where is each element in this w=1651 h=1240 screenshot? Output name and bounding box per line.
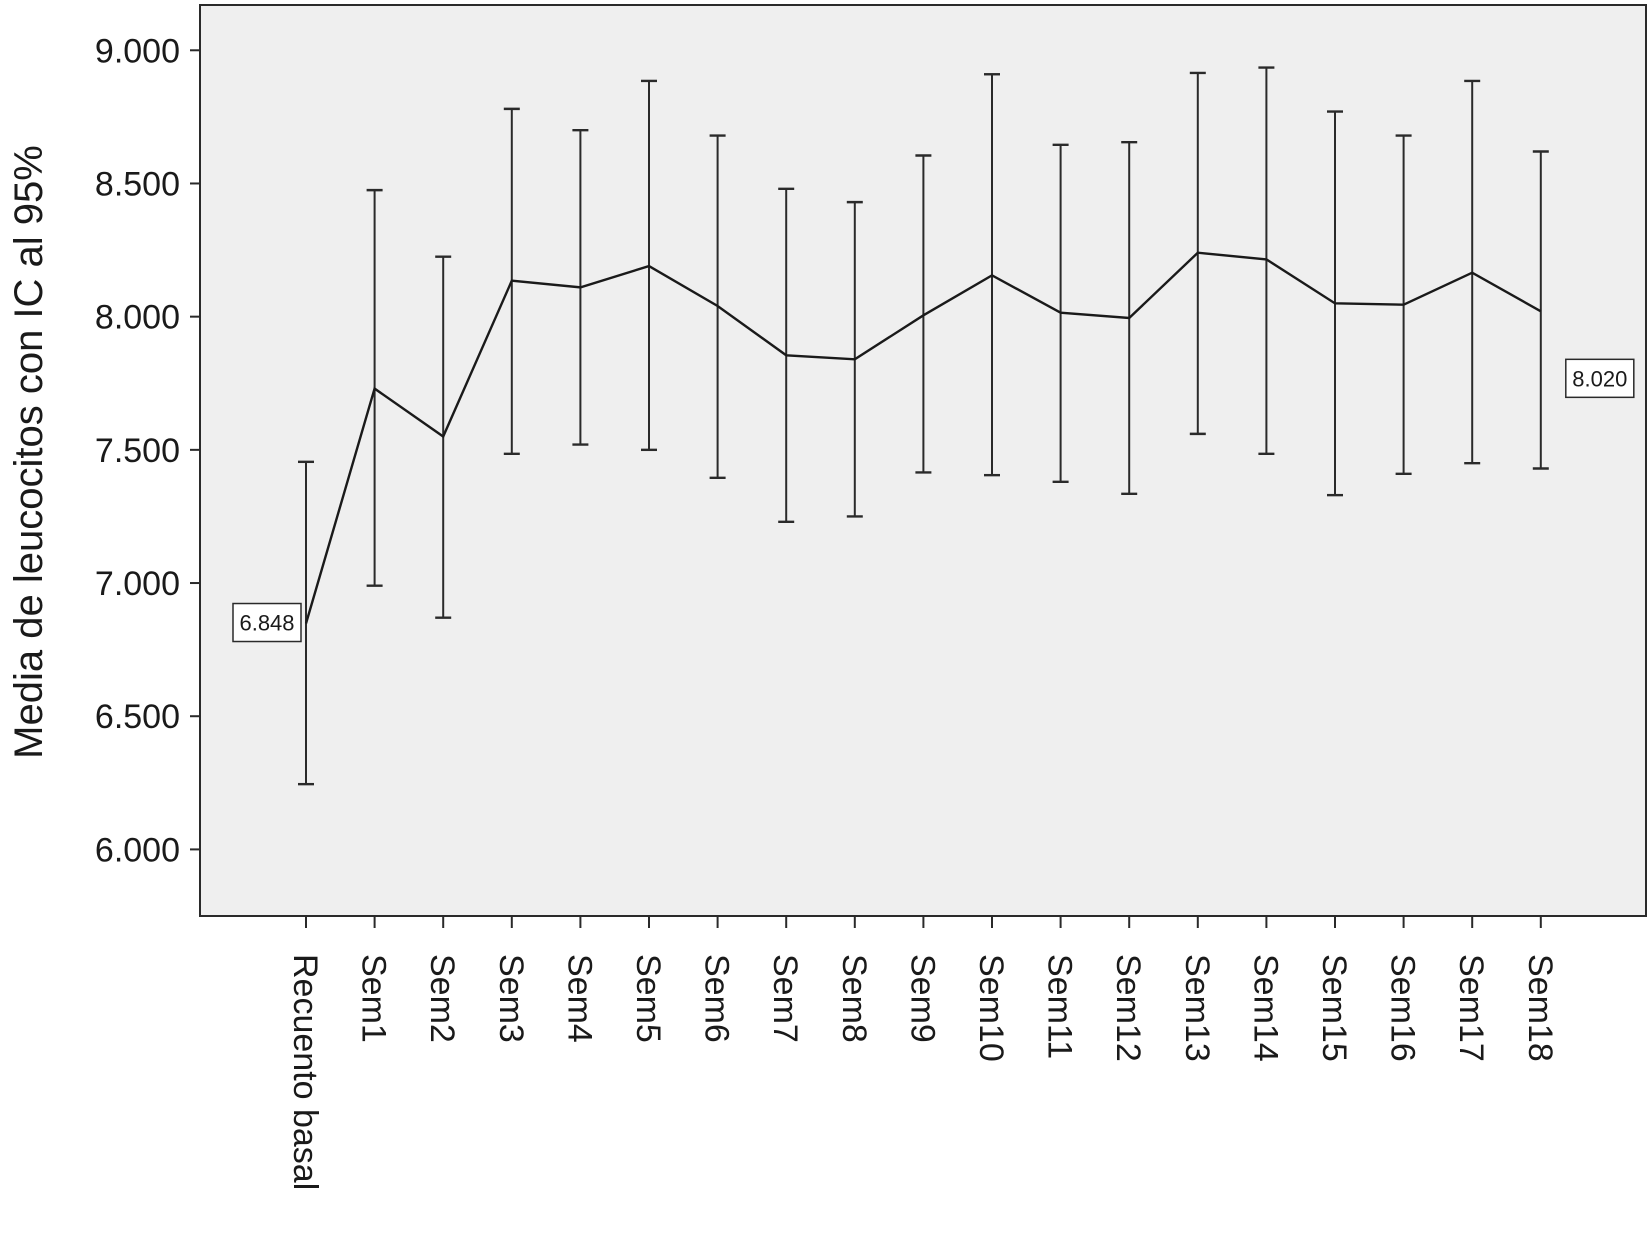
annotation-label: 8.020 [1572,366,1627,391]
x-tick-label: Sem6 [698,954,736,1043]
x-tick-label: Sem5 [629,954,667,1043]
x-tick-label: Sem18 [1521,954,1559,1062]
x-tick-label: Sem11 [1041,954,1079,1059]
y-tick-label: 6.000 [95,831,180,869]
x-tick-label: Sem3 [492,954,530,1043]
x-tick-label: Sem2 [423,954,461,1043]
y-tick-label: 7.500 [95,432,180,470]
x-tick-label: Sem4 [560,954,598,1043]
x-tick-label: Sem8 [835,954,873,1043]
y-tick-label: 8.500 [95,165,180,203]
x-tick-label: Sem7 [766,954,804,1043]
x-axis: Recuento basal Sem1 Sem2 Sem3 Sem4 Sem5 Sem6 Se… [286,916,1559,1190]
y-tick-label: 6.500 [95,698,180,736]
x-tick-label: Sem16 [1384,954,1422,1062]
x-tick-label: Recuento basal [286,954,324,1190]
y-axis: 6.000 6.500 7.000 7.500 8.000 8.500 9.000 [95,32,200,869]
x-tick-label: Sem10 [972,954,1010,1062]
x-tick-label: Sem12 [1109,954,1147,1062]
x-tick-label: Sem15 [1315,954,1353,1062]
x-tick-label: Sem17 [1452,954,1490,1062]
y-tick-label: 7.000 [95,565,180,603]
x-tick-label: Sem9 [903,954,941,1043]
mean-line [304,251,1542,624]
x-tick-label: Sem1 [355,954,393,1043]
y-axis-label: Media de leucocitos con IC al 95% [7,145,51,759]
y-tick-label: 9.000 [95,32,180,70]
y-tick-label: 8.000 [95,299,180,337]
annotation-box [232,602,302,643]
annotation-box [1565,358,1635,399]
annotations: 6.848 8.020 [232,358,1635,643]
x-tick-label: Sem14 [1246,954,1284,1062]
annotation-label: 6.848 [239,611,294,636]
x-tick-label: Sem13 [1178,954,1216,1062]
